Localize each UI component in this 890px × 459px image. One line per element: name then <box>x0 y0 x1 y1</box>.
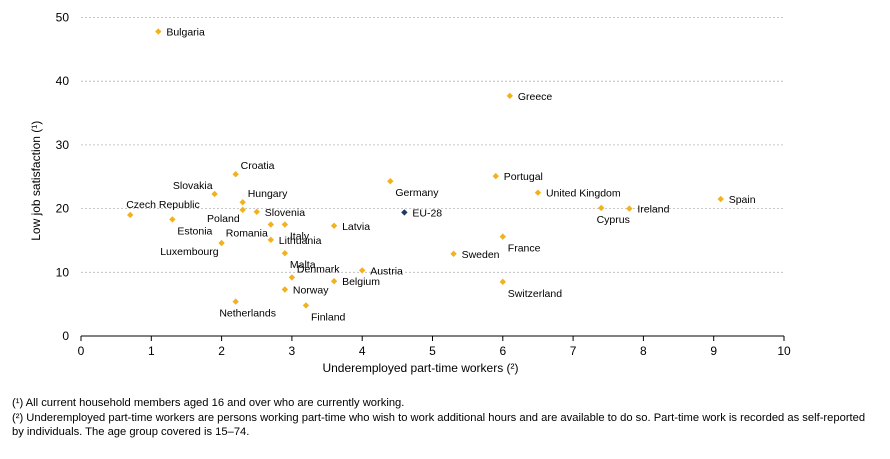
y-tick-label: 50 <box>56 11 70 25</box>
point-label: Lithuania <box>279 235 322 247</box>
footnote-1: (¹) All current household members aged 1… <box>12 397 405 409</box>
point-label: Netherlands <box>219 308 276 320</box>
point-marker <box>534 189 542 196</box>
point-label: Czech Republic <box>126 199 200 211</box>
point-marker <box>598 204 605 212</box>
point-label: Germany <box>395 187 439 199</box>
point-label: Denmark <box>297 263 340 275</box>
point-label: Norway <box>293 284 329 296</box>
point-marker <box>218 239 225 247</box>
data-points: Bulgaria Greece Croatia Slovakia Hungary Pola… <box>126 27 756 324</box>
y-tick-label: 0 <box>62 329 69 343</box>
point-marker <box>267 221 275 228</box>
x-tick-label: 0 <box>78 344 85 358</box>
point-marker <box>330 278 338 285</box>
scatter-chart: 0 1 2 3 4 5 6 7 8 9 10 0 10 20 30 40 50 Underemployed p… <box>29 11 791 376</box>
point-marker <box>239 206 246 214</box>
point-label: Spain <box>729 194 756 206</box>
x-tick-label: 6 <box>499 344 506 358</box>
point-label: Estonia <box>177 225 212 237</box>
point-marker <box>253 208 260 215</box>
point-label: Bulgaria <box>166 27 205 39</box>
point-marker <box>127 211 134 219</box>
footnotes: (¹) All current household members aged 1… <box>12 396 872 440</box>
point-label: Cyprus <box>597 214 630 226</box>
x-axis-title: Underemployed part-time workers (²) <box>322 361 518 375</box>
point-label: United Kingdom <box>546 188 621 200</box>
point-marker <box>281 221 289 228</box>
y-axis-ticks: 0 10 20 30 40 50 <box>56 11 70 344</box>
point-label: Hungary <box>248 188 288 200</box>
x-tick-label: 10 <box>777 344 791 358</box>
point-marker <box>717 195 724 203</box>
point-marker <box>232 171 239 178</box>
point-label: Portugal <box>504 171 543 183</box>
y-tick-label: 10 <box>56 265 70 279</box>
point-label: Austria <box>370 265 403 277</box>
point-label: Luxembourg <box>160 246 219 258</box>
point-label: Greece <box>518 91 553 103</box>
point-label: Finland <box>311 311 346 323</box>
point-marker <box>288 274 296 281</box>
point-marker <box>626 205 633 212</box>
point-label: Ireland <box>637 204 669 216</box>
gridlines <box>81 17 784 273</box>
point-label: Croatia <box>241 160 275 172</box>
point-marker <box>239 199 246 206</box>
point-label: Italy <box>290 231 310 243</box>
point-label: Poland <box>207 213 240 225</box>
point-label: Malta <box>290 259 316 271</box>
point-label: Slovakia <box>173 180 213 192</box>
x-axis-ticks: 0 1 2 3 4 5 6 7 8 9 10 <box>78 336 791 358</box>
point-label: Romania <box>226 228 268 240</box>
point-marker <box>401 209 408 216</box>
point-marker <box>267 236 275 244</box>
x-tick-label: 3 <box>289 344 296 358</box>
x-tick-label: 4 <box>359 344 366 358</box>
point-marker <box>387 178 394 185</box>
point-label: EU-28 <box>412 207 442 219</box>
point-marker <box>450 250 457 258</box>
footnote-2: (²) Underemployed part-time workers are … <box>12 411 866 439</box>
y-tick-label: 20 <box>56 202 70 216</box>
point-marker <box>281 286 289 293</box>
point-marker <box>499 278 506 286</box>
point-marker <box>211 190 218 198</box>
point-label: Sweden <box>462 249 500 261</box>
point-label: Slovenia <box>265 207 305 219</box>
point-label: Latvia <box>342 221 370 233</box>
point-marker <box>330 222 338 229</box>
point-marker <box>492 172 499 180</box>
point-marker <box>499 233 506 240</box>
x-tick-label: 5 <box>429 344 436 358</box>
point-label: Belgium <box>342 276 380 288</box>
y-tick-label: 40 <box>56 74 70 88</box>
x-tick-label: 8 <box>640 344 647 358</box>
point-marker <box>302 302 310 309</box>
x-tick-label: 7 <box>570 344 577 358</box>
point-marker <box>359 267 366 274</box>
point-marker <box>232 298 239 305</box>
point-marker <box>506 92 514 100</box>
y-axis-title: Low job satisfaction (¹) <box>29 121 43 241</box>
point-marker <box>155 28 162 35</box>
point-marker <box>169 216 176 223</box>
point-label: Switzerland <box>508 288 562 300</box>
x-tick-label: 9 <box>710 344 717 358</box>
point-marker <box>281 249 289 257</box>
point-label: France <box>508 243 541 255</box>
x-tick-label: 2 <box>218 344 225 358</box>
y-tick-label: 30 <box>56 138 70 152</box>
x-tick-label: 1 <box>148 344 155 358</box>
